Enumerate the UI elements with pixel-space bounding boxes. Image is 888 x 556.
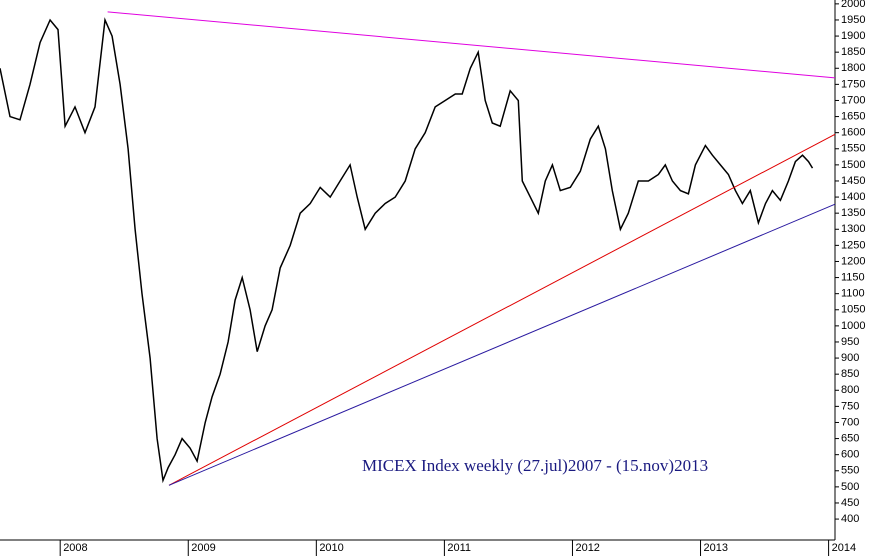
y-tick-label: 500 [841, 481, 859, 493]
y-tick-label: 400 [841, 513, 859, 525]
x-tick-label: 2008 [63, 542, 87, 554]
y-tick-label: 900 [841, 352, 859, 364]
y-tick-label: 2000 [841, 0, 865, 10]
y-tick-label: 1300 [841, 223, 865, 235]
y-tick-label: 600 [841, 449, 859, 461]
x-tick-label: 2013 [704, 542, 728, 554]
y-tick-label: 1100 [841, 288, 865, 300]
y-tick-label: 1250 [841, 239, 865, 251]
y-tick-label: 1500 [841, 159, 865, 171]
y-tick-label: 1850 [841, 46, 865, 58]
annotation: MICEX Index weekly (27.jul)2007 - (15.no… [362, 456, 708, 475]
x-tick-label: 2010 [319, 542, 343, 554]
y-tick-label: 1050 [841, 304, 865, 316]
trend-line [168, 203, 836, 486]
y-tick-label: 1950 [841, 14, 865, 26]
y-tick-label: 1350 [841, 207, 865, 219]
y-tick-label: 800 [841, 384, 859, 396]
y-tick-label: 1750 [841, 78, 865, 90]
y-tick-label: 650 [841, 432, 859, 444]
y-tick-label: 550 [841, 465, 859, 477]
trend-line [107, 11, 836, 79]
x-tick-label: 2009 [191, 542, 215, 554]
y-tick-label: 1150 [841, 271, 865, 283]
y-tick-label: 1200 [841, 255, 865, 267]
y-tick-label: 1400 [841, 191, 865, 203]
x-tick-label: 2012 [575, 542, 599, 554]
y-tick-label: 850 [841, 368, 859, 380]
y-tick-label: 1450 [841, 175, 865, 187]
x-tick-label: 2014 [832, 542, 856, 554]
y-tick-label: 1900 [841, 30, 865, 42]
y-tick-label: 1000 [841, 320, 865, 332]
price-line [0, 17, 814, 484]
y-tick-label: 950 [841, 336, 859, 348]
y-tick-label: 1700 [841, 94, 865, 106]
y-tick-label: 1600 [841, 127, 865, 139]
y-tick-label: 700 [841, 416, 859, 428]
y-tick-label: 450 [841, 497, 859, 509]
y-tick-label: 1650 [841, 110, 865, 122]
y-tick-label: 1800 [841, 62, 865, 74]
x-tick-label: 2011 [447, 542, 471, 554]
y-tick-label: 1550 [841, 143, 865, 155]
trend-line [168, 133, 836, 486]
y-tick-label: 750 [841, 400, 859, 412]
